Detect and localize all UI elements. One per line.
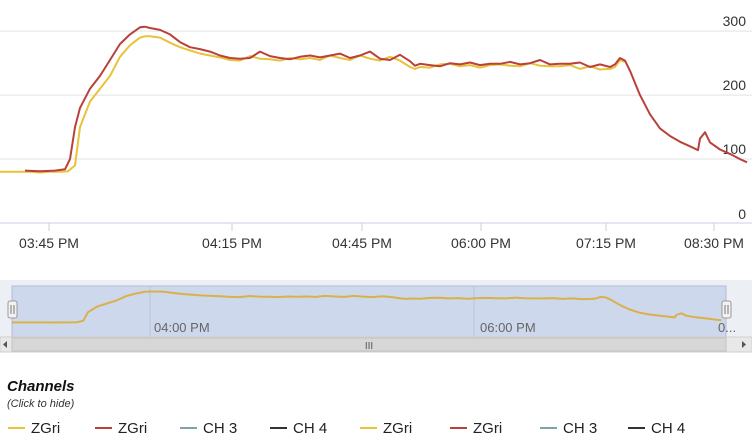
legend-label: ZGri — [383, 419, 413, 437]
navigator[interactable]: 04:00 PM 06:00 PM 0... III — [0, 280, 752, 355]
legend-item-1[interactable]: ZGri — [95, 417, 147, 439]
legend-label: CH 4 — [651, 419, 686, 437]
legend-title: Channels — [7, 378, 75, 395]
scrollbar-thumb[interactable] — [11, 337, 727, 352]
x-tick-label: 07:15 PM — [576, 235, 636, 251]
navigator-tick-label: 06:00 PM — [480, 320, 536, 335]
legend-item-6[interactable]: CH 3 — [540, 417, 597, 439]
legend: ZGri ZGri CH 3 CH 4 ZGri ZGri CH 3 CH 4 — [0, 417, 752, 439]
navigator-tick-label: 0... — [718, 320, 736, 335]
legend-swatch — [180, 427, 197, 429]
legend-label: CH 4 — [293, 419, 328, 437]
navigator-selected-range[interactable] — [11, 285, 727, 338]
legend-swatch — [360, 427, 377, 429]
navigator-series-line — [12, 290, 722, 324]
legend-swatch — [628, 427, 645, 429]
y-axis-ticks: 0 100 200 300 — [723, 13, 747, 222]
navigator-grid — [149, 286, 475, 337]
legend-label: ZGri — [473, 419, 503, 437]
scroll-right-arrow-icon[interactable] — [742, 341, 746, 348]
legend-label: CH 3 — [563, 419, 598, 437]
scrollbar-grip: III — [365, 341, 373, 352]
navigator-tick-label: 04:00 PM — [154, 320, 210, 335]
grid-lines — [0, 30, 752, 160]
legend-item-3[interactable]: CH 4 — [270, 417, 327, 439]
x-axis-ticks: 03:45 PM 04:15 PM 04:45 PM 06:00 PM 07:15 PM… — [19, 223, 744, 251]
legend-swatch — [270, 427, 287, 429]
y-tick-label: 100 — [723, 141, 747, 157]
series-line-1[interactable] — [24, 25, 748, 173]
legend-label: CH 3 — [203, 419, 238, 437]
x-tick-label: 03:45 PM — [19, 235, 79, 251]
x-tick-label: 04:15 PM — [202, 235, 262, 251]
legend-hint: (Click to hide) — [7, 398, 75, 410]
navigator-handle-left[interactable] — [7, 300, 18, 319]
navigator-series — [12, 290, 722, 324]
scroll-left-arrow-icon[interactable] — [3, 341, 7, 348]
legend-item-2[interactable]: CH 3 — [180, 417, 237, 439]
legend-item-0[interactable]: ZGri — [8, 417, 60, 439]
legend-swatch — [95, 427, 112, 429]
y-tick-label: 0 — [738, 206, 746, 222]
legend-label: ZGri — [31, 419, 61, 437]
navigator-handle-right[interactable] — [721, 300, 732, 319]
y-tick-label: 200 — [723, 77, 747, 93]
navigator-ticks: 04:00 PM 06:00 PM 0... — [154, 320, 736, 335]
legend-swatch — [450, 427, 467, 429]
legend-item-4[interactable]: ZGri — [360, 417, 412, 439]
x-tick-label: 08:30 PM — [684, 235, 744, 251]
legend-swatch — [540, 427, 557, 429]
legend-label: ZGri — [118, 419, 148, 437]
x-tick-label: 04:45 PM — [332, 235, 392, 251]
legend-swatch — [8, 427, 25, 429]
series-lines[interactable] — [0, 25, 748, 174]
legend-item-5[interactable]: ZGri — [450, 417, 502, 439]
main-chart: 0 100 200 300 03:45 PM 04:15 PM 04:45 PM 06:00… — [0, 13, 752, 251]
y-tick-label: 300 — [723, 13, 747, 29]
legend-item-7[interactable]: CH 4 — [628, 417, 685, 439]
x-tick-label: 06:00 PM — [451, 235, 511, 251]
